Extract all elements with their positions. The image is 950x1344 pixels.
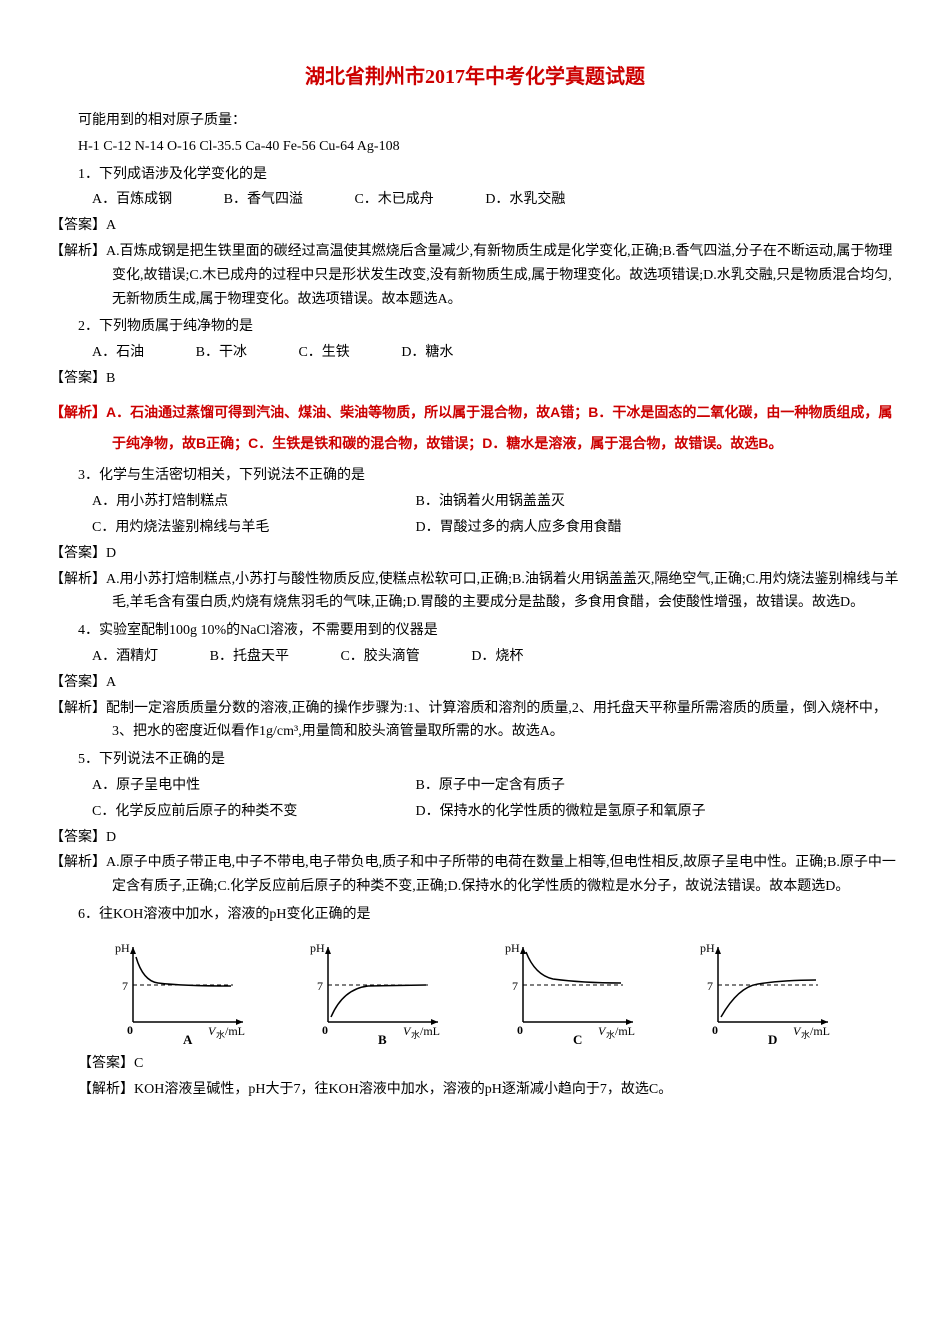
diagram-label-a: A xyxy=(183,1032,193,1047)
q5-option-d: D．保持水的化学性质的微粒是氢原子和氧原子 xyxy=(416,800,706,824)
q4-option-b: B．托盘天平 xyxy=(210,645,289,669)
q2-option-d: D．糖水 xyxy=(401,341,453,365)
q2-option-a: A．石油 xyxy=(92,341,144,365)
q4-option-c: C．胶头滴管 xyxy=(340,645,419,669)
y-label: pH xyxy=(310,941,325,955)
q6-analysis: 【解析】KOH溶液呈碱性，pH大于7，往KOH溶液中加水，溶液的pH逐渐减小趋向… xyxy=(50,1078,900,1102)
prelude-text: 可能用到的相对原子质量： xyxy=(50,109,900,133)
x-label-unit: /mL xyxy=(615,1024,635,1038)
x-label-sub: 水 xyxy=(411,1029,420,1040)
q4-option-d: D．烧杯 xyxy=(471,645,523,669)
q1-text: 1．下列成语涉及化学变化的是 xyxy=(50,163,900,187)
q1-option-c: C．木已成舟 xyxy=(354,188,433,212)
q1-option-b: B．香气四溢 xyxy=(224,188,303,212)
q6-diagram-a: 7 pH 0 V 水 /mL A xyxy=(103,937,273,1047)
origin: 0 xyxy=(322,1023,328,1037)
q3-option-c: C．用灼烧法鉴别棉线与羊毛 xyxy=(92,516,412,540)
q5-option-c: C．化学反应前后原子的种类不变 xyxy=(92,800,412,824)
q5-answer: 【答案】D xyxy=(50,826,900,850)
q3-text: 3．化学与生活密切相关，下列说法不正确的是 xyxy=(50,464,900,488)
q1-options: A．百炼成钢 B．香气四溢 C．木已成舟 D．水乳交融 xyxy=(50,188,900,212)
q4-analysis: 【解析】配制一定溶质质量分数的溶液,正确的操作步骤为:1、计算溶质和溶剂的质量,… xyxy=(50,697,900,745)
tick-7: 7 xyxy=(122,979,128,993)
q2-analysis: 【解析】A．石油通过蒸馏可得到汽油、煤油、柴油等物质，所以属于混合物，故A错；B… xyxy=(50,397,900,459)
x-label-unit: /mL xyxy=(225,1024,245,1038)
q3-option-b: B．油锅着火用锅盖盖灭 xyxy=(416,490,565,514)
q3-option-a: A．用小苏打焙制糕点 xyxy=(92,490,412,514)
q6-diagram-d: 7 pH 0 V 水 /mL D xyxy=(688,937,858,1047)
q4-answer: 【答案】A xyxy=(50,671,900,695)
x-label-sub: 水 xyxy=(801,1029,810,1040)
q2-option-c: C．生铁 xyxy=(298,341,349,365)
q5-option-b: B．原子中一定含有质子 xyxy=(416,774,565,798)
origin: 0 xyxy=(127,1023,133,1037)
origin: 0 xyxy=(712,1023,718,1037)
diagram-label-d: D xyxy=(768,1032,777,1047)
tick-7: 7 xyxy=(512,979,518,993)
q3-options-row1: A．用小苏打焙制糕点 B．油锅着火用锅盖盖灭 xyxy=(50,490,900,514)
origin: 0 xyxy=(517,1023,523,1037)
q6-answer: 【答案】C xyxy=(50,1052,900,1076)
q2-option-b: B．干冰 xyxy=(196,341,247,365)
page-title: 湖北省荆州市2017年中考化学真题试题 xyxy=(50,60,900,94)
q6-text: 6．往KOH溶液中加水，溶液的pH变化正确的是 xyxy=(50,903,900,927)
q3-options-row2: C．用灼烧法鉴别棉线与羊毛 D．胃酸过多的病人应多食用食醋 xyxy=(50,516,900,540)
q4-text: 4．实验室配制100g 10%的NaCl溶液，不需要用到的仪器是 xyxy=(50,619,900,643)
q5-options-row1: A．原子呈电中性 B．原子中一定含有质子 xyxy=(50,774,900,798)
q3-analysis: 【解析】A.用小苏打焙制糕点,小苏打与酸性物质反应,使糕点松软可口,正确;B.油… xyxy=(50,568,900,616)
q3-answer: 【答案】D xyxy=(50,542,900,566)
diagram-label-b: B xyxy=(378,1032,387,1047)
diagram-label-c: C xyxy=(573,1032,582,1047)
q5-option-a: A．原子呈电中性 xyxy=(92,774,412,798)
q1-option-d: D．水乳交融 xyxy=(485,188,565,212)
q4-options: A．酒精灯 B．托盘天平 C．胶头滴管 D．烧杯 xyxy=(50,645,900,669)
x-label-unit: /mL xyxy=(810,1024,830,1038)
tick-7: 7 xyxy=(317,979,323,993)
q5-text: 5．下列说法不正确的是 xyxy=(50,748,900,772)
q5-options-row2: C．化学反应前后原子的种类不变 D．保持水的化学性质的微粒是氢原子和氧原子 xyxy=(50,800,900,824)
x-label-sub: 水 xyxy=(216,1029,225,1040)
q1-answer: 【答案】A xyxy=(50,214,900,238)
q6-diagram-b: 7 pH 0 V 水 /mL B xyxy=(298,937,468,1047)
atomic-masses: H-1 C-12 N-14 O-16 Cl-35.5 Ca-40 Fe-56 C… xyxy=(50,135,900,159)
y-label: pH xyxy=(700,941,715,955)
q1-option-a: A．百炼成钢 xyxy=(92,188,172,212)
y-label: pH xyxy=(505,941,520,955)
q2-options: A．石油 B．干冰 C．生铁 D．糖水 xyxy=(50,341,900,365)
q6-diagram-row: 7 pH 0 V 水 /mL A 7 pH 0 V 水 /mL B xyxy=(90,937,870,1047)
q5-analysis: 【解析】A.原子中质子带正电,中子不带电,电子带负电,质子和中子所带的电荷在数量… xyxy=(50,851,900,899)
y-label: pH xyxy=(115,941,130,955)
q6-diagram-c: 7 pH 0 V 水 /mL C xyxy=(493,937,663,1047)
q1-analysis: 【解析】A.百炼成钢是把生铁里面的碳经过高温使其燃烧后含量减少,有新物质生成是化… xyxy=(50,240,900,311)
q2-answer: 【答案】B xyxy=(50,367,900,391)
tick-7: 7 xyxy=(707,979,713,993)
x-label-sub: 水 xyxy=(606,1029,615,1040)
q2-text: 2．下列物质属于纯净物的是 xyxy=(50,315,900,339)
q3-option-d: D．胃酸过多的病人应多食用食醋 xyxy=(416,516,622,540)
x-label-unit: /mL xyxy=(420,1024,440,1038)
q4-option-a: A．酒精灯 xyxy=(92,645,158,669)
